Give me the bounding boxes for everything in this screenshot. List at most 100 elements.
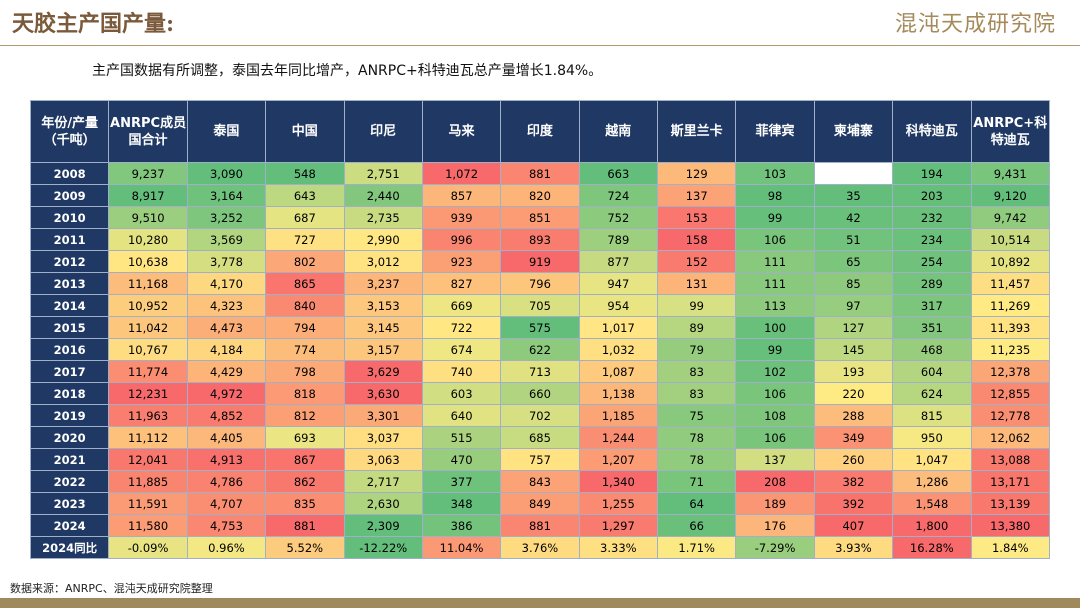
cell: 407 xyxy=(813,514,894,537)
cell: 0.96% xyxy=(186,536,267,559)
cell: 877 xyxy=(578,250,659,273)
cell: 2,751 xyxy=(343,162,423,185)
cell: 818 xyxy=(265,382,345,405)
cell: 392 xyxy=(813,492,894,515)
cell: 1,255 xyxy=(578,492,659,515)
cell: 66 xyxy=(656,514,737,537)
cell: 131 xyxy=(656,272,737,295)
cell: 3.93% xyxy=(813,536,894,559)
cell: 220 xyxy=(813,382,894,405)
cell: 1,072 xyxy=(421,162,502,185)
cell: 193 xyxy=(813,360,894,383)
cell: 79 xyxy=(656,338,737,361)
cell: 9,742 xyxy=(970,206,1050,229)
cell: 8,917 xyxy=(108,184,188,207)
cell: 2,717 xyxy=(343,470,423,493)
cell: 108 xyxy=(735,404,815,427)
cell: 152 xyxy=(656,250,737,273)
cell: 954 xyxy=(578,294,659,317)
row-label: 2024同比 xyxy=(29,536,110,559)
cell: 10,892 xyxy=(970,250,1050,273)
cell: 11,774 xyxy=(108,360,188,383)
row-label: 2015 xyxy=(29,316,110,339)
cell: 470 xyxy=(421,448,502,471)
cell: 4,405 xyxy=(186,426,267,449)
cell: 881 xyxy=(500,514,580,537)
cell: 65 xyxy=(813,250,894,273)
column-header: 印度 xyxy=(500,100,580,163)
cell: 12,778 xyxy=(970,404,1050,427)
source: 数据来源：ANRPC、混沌天成研究院整理 xyxy=(10,582,213,595)
cell: 4,707 xyxy=(186,492,267,515)
cell: 693 xyxy=(265,426,345,449)
cell: 604 xyxy=(892,360,972,383)
cell: 64 xyxy=(656,492,737,515)
cell: 382 xyxy=(813,470,894,493)
cell: 12,855 xyxy=(970,382,1050,405)
cell: 158 xyxy=(656,228,737,251)
cell: 713 xyxy=(500,360,580,383)
cell: 351 xyxy=(892,316,972,339)
cell: 851 xyxy=(500,206,580,229)
table-row: 2024 11,580 4,753 881 2,309 386 881 1,297 66 176 4… xyxy=(29,514,1050,537)
cell: 1.84% xyxy=(970,536,1050,559)
cell: 4,429 xyxy=(186,360,267,383)
cell: 75 xyxy=(656,404,737,427)
cell: 3,090 xyxy=(186,162,267,185)
cell: 3,629 xyxy=(343,360,423,383)
cell: 4,184 xyxy=(186,338,267,361)
cell: 9,120 xyxy=(970,184,1050,207)
cell: 100 xyxy=(735,316,815,339)
column-header: ANRPC成员国合计 xyxy=(108,100,188,163)
cell: 377 xyxy=(421,470,502,493)
row-label: 2014 xyxy=(29,294,110,317)
cell: 660 xyxy=(500,382,580,405)
cell: 13,139 xyxy=(970,492,1050,515)
subtitle: 主产国数据有所调整，泰国去年同比增产，ANRPC+科特迪瓦总产量增长1.84%。 xyxy=(92,63,603,79)
cell: 4,753 xyxy=(186,514,267,537)
cell: 5.52% xyxy=(265,536,345,559)
logo: 混沌天成研究院 xyxy=(894,12,1056,37)
cell: 85 xyxy=(813,272,894,295)
cell: 548 xyxy=(265,162,345,185)
cell: 794 xyxy=(265,316,345,339)
cell: 10,514 xyxy=(970,228,1050,251)
cell: 78 xyxy=(656,448,737,471)
cell: 881 xyxy=(265,514,345,537)
cell: 1,017 xyxy=(578,316,659,339)
cell: 812 xyxy=(265,404,345,427)
cell: 106 xyxy=(735,426,815,449)
row-label: 2009 xyxy=(29,184,110,207)
cell: 1,244 xyxy=(578,426,659,449)
cell: 83 xyxy=(656,382,737,405)
cell: 923 xyxy=(421,250,502,273)
cell: 3,012 xyxy=(343,250,423,273)
table-row: 2014 10,952 4,323 840 3,153 669 705 954 99 113 97 3… xyxy=(29,294,1050,317)
column-header: ANRPC+科特迪瓦 xyxy=(970,100,1050,163)
cell: 348 xyxy=(421,492,502,515)
row-label: 2017 xyxy=(29,360,110,383)
header-row: 年份/产量（千吨） ANRPC成员国合计 泰国 中国 印尼 马来 印度 越南 斯里兰卡 菲律宾 柬埔… xyxy=(29,100,1050,163)
row-label: 2021 xyxy=(29,448,110,471)
column-header: 斯里兰卡 xyxy=(656,100,737,163)
cell: 663 xyxy=(578,162,659,185)
cell: 1,032 xyxy=(578,338,659,361)
cell: 113 xyxy=(735,294,815,317)
table-row: 2013 11,168 4,170 865 3,237 827 796 947 131 111 85… xyxy=(29,272,1050,295)
cell: 669 xyxy=(421,294,502,317)
cell: 111 xyxy=(735,272,815,295)
row-label: 2008 xyxy=(29,162,110,185)
cell: 2,630 xyxy=(343,492,423,515)
row-label: 2019 xyxy=(29,404,110,427)
cell: 2,309 xyxy=(343,514,423,537)
divider xyxy=(0,45,1080,46)
cell: 1,047 xyxy=(892,448,972,471)
table-row: 2015 11,042 4,473 794 3,145 722 575 1,017 89 100 1… xyxy=(29,316,1050,339)
cell: 42 xyxy=(813,206,894,229)
cell: 289 xyxy=(892,272,972,295)
cell: 254 xyxy=(892,250,972,273)
cell: 640 xyxy=(421,404,502,427)
cell: 724 xyxy=(578,184,659,207)
row-label: 2023 xyxy=(29,492,110,515)
cell: 145 xyxy=(813,338,894,361)
